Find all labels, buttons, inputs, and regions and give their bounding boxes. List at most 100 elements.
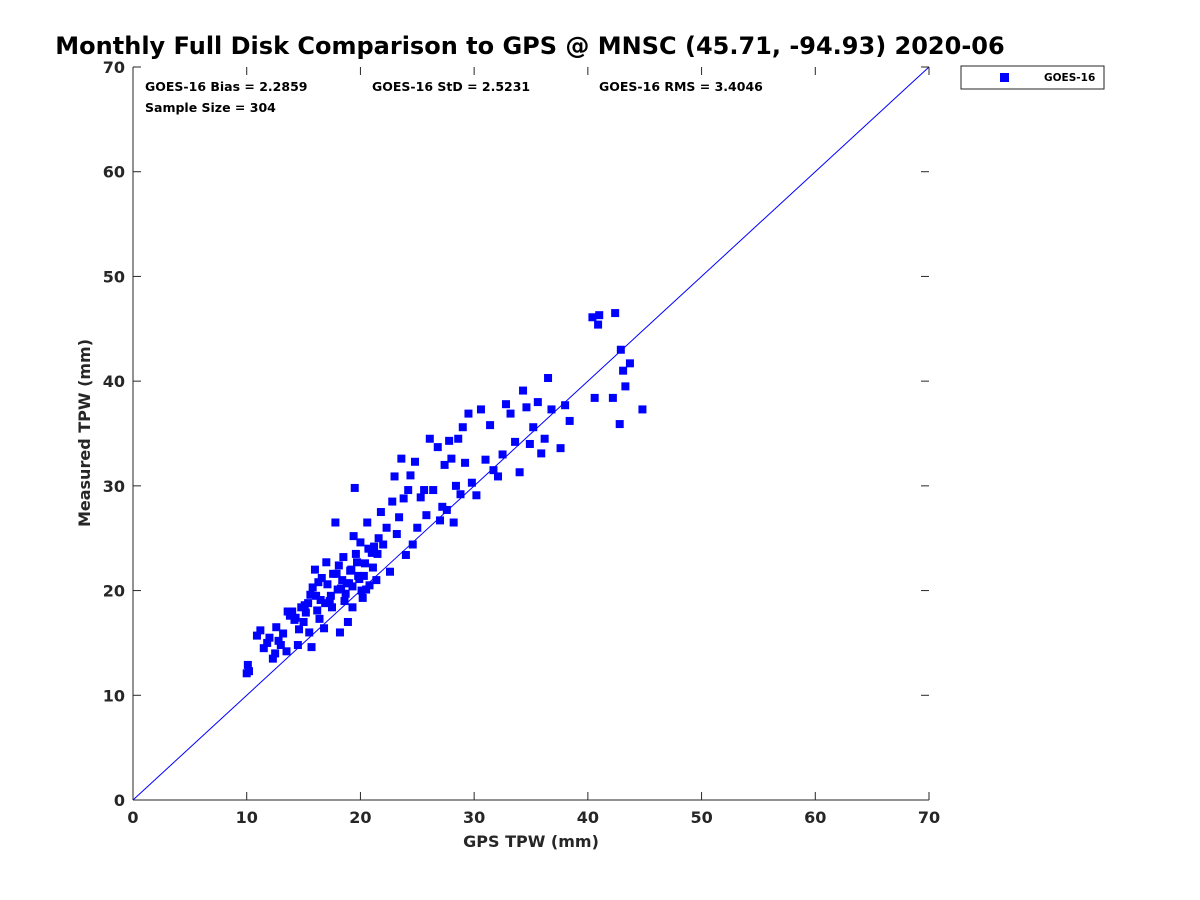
y-tick-label: 70 (103, 58, 125, 77)
data-point (515, 468, 524, 477)
bias-stat: GOES-16 Bias = 2.2859 (145, 79, 307, 94)
data-point (489, 466, 498, 475)
data-point (422, 511, 431, 520)
x-tick-label: 30 (463, 808, 485, 827)
data-point (590, 393, 599, 402)
data-point (533, 398, 542, 407)
data-point (401, 550, 410, 559)
data-point (449, 518, 458, 527)
sample-size-stat: Sample Size = 304 (145, 100, 276, 115)
data-point (399, 494, 408, 503)
y-tick-label: 20 (103, 582, 125, 601)
data-point (357, 586, 366, 595)
data-point (293, 641, 302, 650)
data-point (638, 405, 647, 414)
data-point (342, 579, 351, 588)
data-point (313, 606, 322, 615)
data-point (305, 628, 314, 637)
data-point (522, 403, 531, 412)
data-point (364, 544, 373, 553)
x-axis-label: GPS TPW (mm) (463, 832, 599, 851)
data-point (274, 636, 283, 645)
data-point (379, 540, 388, 549)
data-point (625, 359, 634, 368)
data-point (397, 454, 406, 463)
y-tick-label: 50 (103, 267, 125, 286)
plot-area: 0 10 20 30 40 50 60 70 0 10 20 30 40 50 60 70 (103, 58, 940, 827)
y-tick-label: 30 (103, 477, 125, 496)
data-point (316, 595, 325, 604)
data-point (322, 558, 331, 567)
data-point (454, 434, 463, 443)
data-point (291, 613, 300, 622)
data-point (611, 309, 620, 318)
data-point (334, 561, 343, 570)
rms-stat: GOES-16 RMS = 3.4046 (599, 79, 763, 94)
data-point (540, 434, 549, 443)
data-point (467, 478, 476, 487)
data-point (332, 569, 341, 578)
data-point (382, 523, 391, 532)
data-point (365, 581, 374, 590)
data-point (621, 382, 630, 391)
data-point (392, 530, 401, 539)
data-point (406, 471, 415, 480)
data-point (420, 486, 429, 495)
data-point (438, 502, 447, 511)
y-tick-label: 60 (103, 163, 125, 182)
data-point (556, 444, 565, 453)
legend: GOES-16 (960, 65, 1105, 90)
data-point (440, 460, 449, 469)
data-point (494, 472, 503, 481)
y-tick-label: 10 (103, 686, 125, 705)
data-point (445, 436, 454, 445)
data-point (285, 611, 294, 620)
data-point (295, 625, 304, 634)
data-point (615, 420, 624, 429)
data-point (314, 578, 323, 587)
data-point (594, 320, 603, 329)
data-point (326, 591, 335, 600)
y-tick-label: 0 (114, 791, 125, 810)
data-point (306, 590, 315, 599)
data-point (300, 601, 309, 610)
legend-marker-goes-16 (1000, 73, 1009, 82)
data-point (442, 505, 451, 514)
data-point (544, 374, 553, 383)
data-point (433, 443, 442, 452)
data-point (358, 593, 367, 602)
data-point (363, 518, 372, 527)
data-point (360, 559, 369, 568)
x-tick-label: 10 (236, 808, 258, 827)
reference-line-layer (132, 66, 930, 801)
x-tick-label: 40 (577, 808, 599, 827)
data-point (353, 558, 362, 567)
one-to-one-line (132, 66, 930, 801)
y-tick-label: 40 (103, 372, 125, 391)
data-point (272, 623, 281, 632)
x-tick-label: 0 (127, 808, 138, 827)
data-point (395, 513, 404, 522)
data-point (404, 486, 413, 495)
data-point (388, 497, 397, 506)
data-point (362, 585, 371, 594)
data-point (608, 393, 617, 402)
data-point (356, 538, 365, 547)
data-point (310, 565, 319, 574)
data-point (619, 366, 628, 375)
data-point (259, 644, 268, 653)
data-point (315, 614, 324, 623)
data-point (276, 641, 285, 650)
data-points (242, 309, 647, 678)
data-point (328, 603, 336, 612)
data-point (317, 574, 326, 583)
data-point (355, 575, 364, 584)
data-point (537, 449, 546, 458)
data-point (511, 437, 520, 446)
data-point (425, 434, 434, 443)
data-point (307, 643, 316, 652)
data-point (331, 518, 340, 527)
data-point (373, 549, 382, 558)
data-point (390, 472, 399, 481)
legend-label-goes-16: GOES-16 (1044, 72, 1095, 84)
